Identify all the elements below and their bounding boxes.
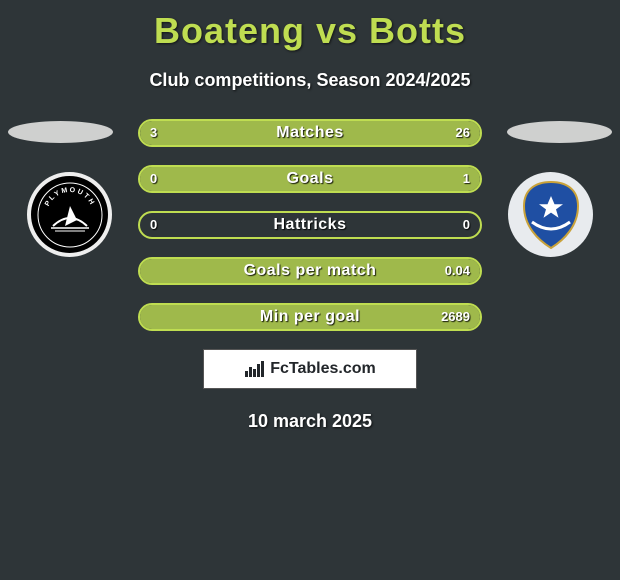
plymouth-logo-icon: PLYMOUTH (35, 180, 105, 250)
stat-right-value: 0 (463, 213, 470, 237)
stat-label: Goals per match (140, 259, 480, 283)
stat-bars: 3 Matches 26 0 Goals 1 0 Hattricks 0 Goa… (138, 119, 482, 331)
stat-row-min-per-goal: Min per goal 2689 (138, 303, 482, 331)
comparison-content: PLYMOUTH 3 Matches 26 0 (0, 119, 620, 432)
date-text: 10 march 2025 (0, 411, 620, 432)
stat-right-value: 1 (463, 167, 470, 191)
stat-label: Goals (140, 167, 480, 191)
stat-right-value: 26 (456, 121, 470, 145)
stat-right-value: 2689 (441, 305, 470, 329)
attribution-text: FcTables.com (270, 360, 376, 378)
stat-row-hattricks: 0 Hattricks 0 (138, 211, 482, 239)
stat-row-goals: 0 Goals 1 (138, 165, 482, 193)
subtitle: Club competitions, Season 2024/2025 (0, 70, 620, 91)
stat-label: Matches (140, 121, 480, 145)
stat-label: Min per goal (140, 305, 480, 329)
right-player-ellipse (507, 121, 612, 143)
left-player-ellipse (8, 121, 113, 143)
portsmouth-logo-icon (512, 176, 590, 254)
stat-row-matches: 3 Matches 26 (138, 119, 482, 147)
stat-row-goals-per-match: Goals per match 0.04 (138, 257, 482, 285)
stat-label: Hattricks (140, 213, 480, 237)
right-club-badge (508, 172, 593, 257)
bar-chart-icon (244, 359, 266, 379)
page-title: Boateng vs Botts (0, 0, 620, 52)
stat-right-value: 0.04 (445, 259, 470, 283)
left-club-badge: PLYMOUTH (27, 172, 112, 257)
attribution-box: FcTables.com (203, 349, 417, 389)
